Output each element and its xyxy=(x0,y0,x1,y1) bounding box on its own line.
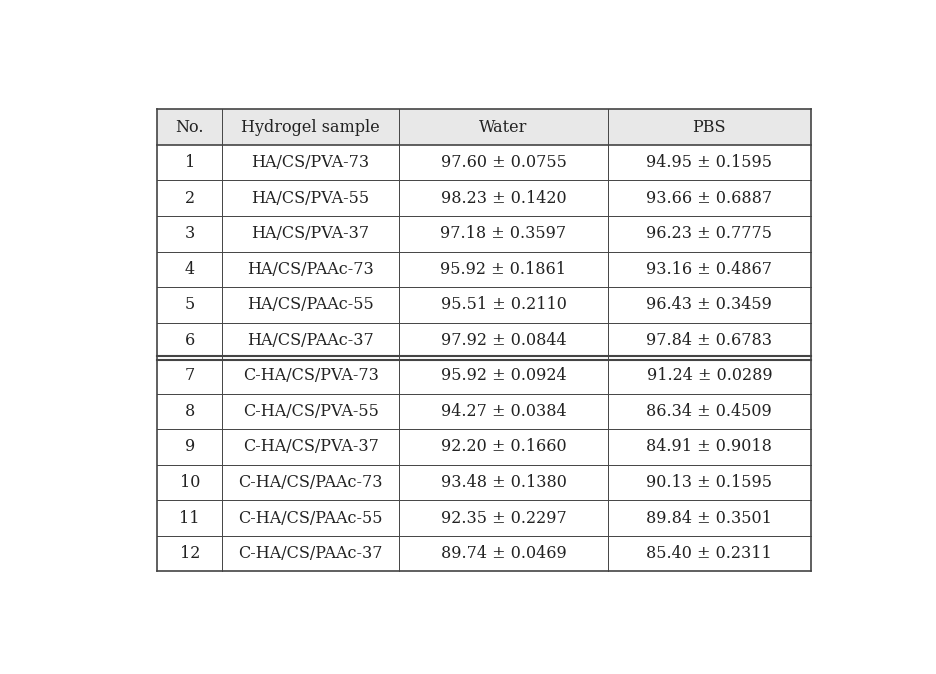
Text: C-HA/CS/PVA-73: C-HA/CS/PVA-73 xyxy=(242,367,378,384)
Text: 89.84 ± 0.3501: 89.84 ± 0.3501 xyxy=(646,510,771,526)
Text: 96.23 ± 0.7775: 96.23 ± 0.7775 xyxy=(646,225,771,242)
Text: HA/CS/PVA-37: HA/CS/PVA-37 xyxy=(252,225,370,242)
Text: C-HA/CS/PVA-55: C-HA/CS/PVA-55 xyxy=(242,403,378,420)
Text: 6: 6 xyxy=(184,332,195,349)
Text: 98.23 ± 0.1420: 98.23 ± 0.1420 xyxy=(440,190,565,207)
Text: 97.92 ± 0.0844: 97.92 ± 0.0844 xyxy=(440,332,565,349)
Text: 92.20 ± 0.1660: 92.20 ± 0.1660 xyxy=(440,439,565,456)
Text: 85.40 ± 0.2311: 85.40 ± 0.2311 xyxy=(646,545,771,562)
Text: 93.16 ± 0.4867: 93.16 ± 0.4867 xyxy=(646,261,771,278)
Text: 11: 11 xyxy=(180,510,199,526)
Text: 91.24 ± 0.0289: 91.24 ± 0.0289 xyxy=(646,367,771,384)
Text: 1: 1 xyxy=(184,154,195,171)
Text: 2: 2 xyxy=(184,190,195,207)
Text: 4: 4 xyxy=(184,261,195,278)
Text: 94.27 ± 0.0384: 94.27 ± 0.0384 xyxy=(440,403,565,420)
Text: 89.74 ± 0.0469: 89.74 ± 0.0469 xyxy=(440,545,565,562)
Text: 8: 8 xyxy=(184,403,195,420)
Text: C-HA/CS/PVA-37: C-HA/CS/PVA-37 xyxy=(242,439,378,456)
Text: 5: 5 xyxy=(184,297,195,313)
Text: 95.92 ± 0.1861: 95.92 ± 0.1861 xyxy=(440,261,566,278)
Text: 7: 7 xyxy=(184,367,195,384)
Text: 94.95 ± 0.1595: 94.95 ± 0.1595 xyxy=(646,154,771,171)
Text: 86.34 ± 0.4509: 86.34 ± 0.4509 xyxy=(646,403,771,420)
Text: HA/CS/PVA-55: HA/CS/PVA-55 xyxy=(252,190,370,207)
Text: Water: Water xyxy=(478,119,527,135)
Text: 93.66 ± 0.6887: 93.66 ± 0.6887 xyxy=(646,190,771,207)
Text: 90.13 ± 0.1595: 90.13 ± 0.1595 xyxy=(646,474,771,491)
Text: C-HA/CS/PAAc-37: C-HA/CS/PAAc-37 xyxy=(238,545,383,562)
Text: HA/CS/PAAc-37: HA/CS/PAAc-37 xyxy=(247,332,373,349)
Text: PBS: PBS xyxy=(692,119,725,135)
Text: 96.43 ± 0.3459: 96.43 ± 0.3459 xyxy=(646,297,771,313)
Text: 84.91 ± 0.9018: 84.91 ± 0.9018 xyxy=(646,439,771,456)
Text: No.: No. xyxy=(175,119,204,135)
Text: C-HA/CS/PAAc-73: C-HA/CS/PAAc-73 xyxy=(238,474,383,491)
Text: 9: 9 xyxy=(184,439,195,456)
Text: 95.51 ± 0.2110: 95.51 ± 0.2110 xyxy=(440,297,565,313)
Text: 12: 12 xyxy=(180,545,199,562)
Text: 95.92 ± 0.0924: 95.92 ± 0.0924 xyxy=(440,367,565,384)
Text: 97.84 ± 0.6783: 97.84 ± 0.6783 xyxy=(646,332,771,349)
Text: HA/CS/PAAc-55: HA/CS/PAAc-55 xyxy=(247,297,373,313)
Text: 3: 3 xyxy=(184,225,195,242)
Text: Hydrogel sample: Hydrogel sample xyxy=(241,119,380,135)
Bar xyxy=(157,109,810,145)
Text: C-HA/CS/PAAc-55: C-HA/CS/PAAc-55 xyxy=(238,510,383,526)
Text: HA/CS/PAAc-73: HA/CS/PAAc-73 xyxy=(247,261,373,278)
Text: 93.48 ± 0.1380: 93.48 ± 0.1380 xyxy=(440,474,565,491)
Text: 92.35 ± 0.2297: 92.35 ± 0.2297 xyxy=(440,510,565,526)
Text: 10: 10 xyxy=(180,474,199,491)
Text: 97.18 ± 0.3597: 97.18 ± 0.3597 xyxy=(440,225,566,242)
Text: HA/CS/PVA-73: HA/CS/PVA-73 xyxy=(252,154,370,171)
Text: 97.60 ± 0.0755: 97.60 ± 0.0755 xyxy=(440,154,565,171)
